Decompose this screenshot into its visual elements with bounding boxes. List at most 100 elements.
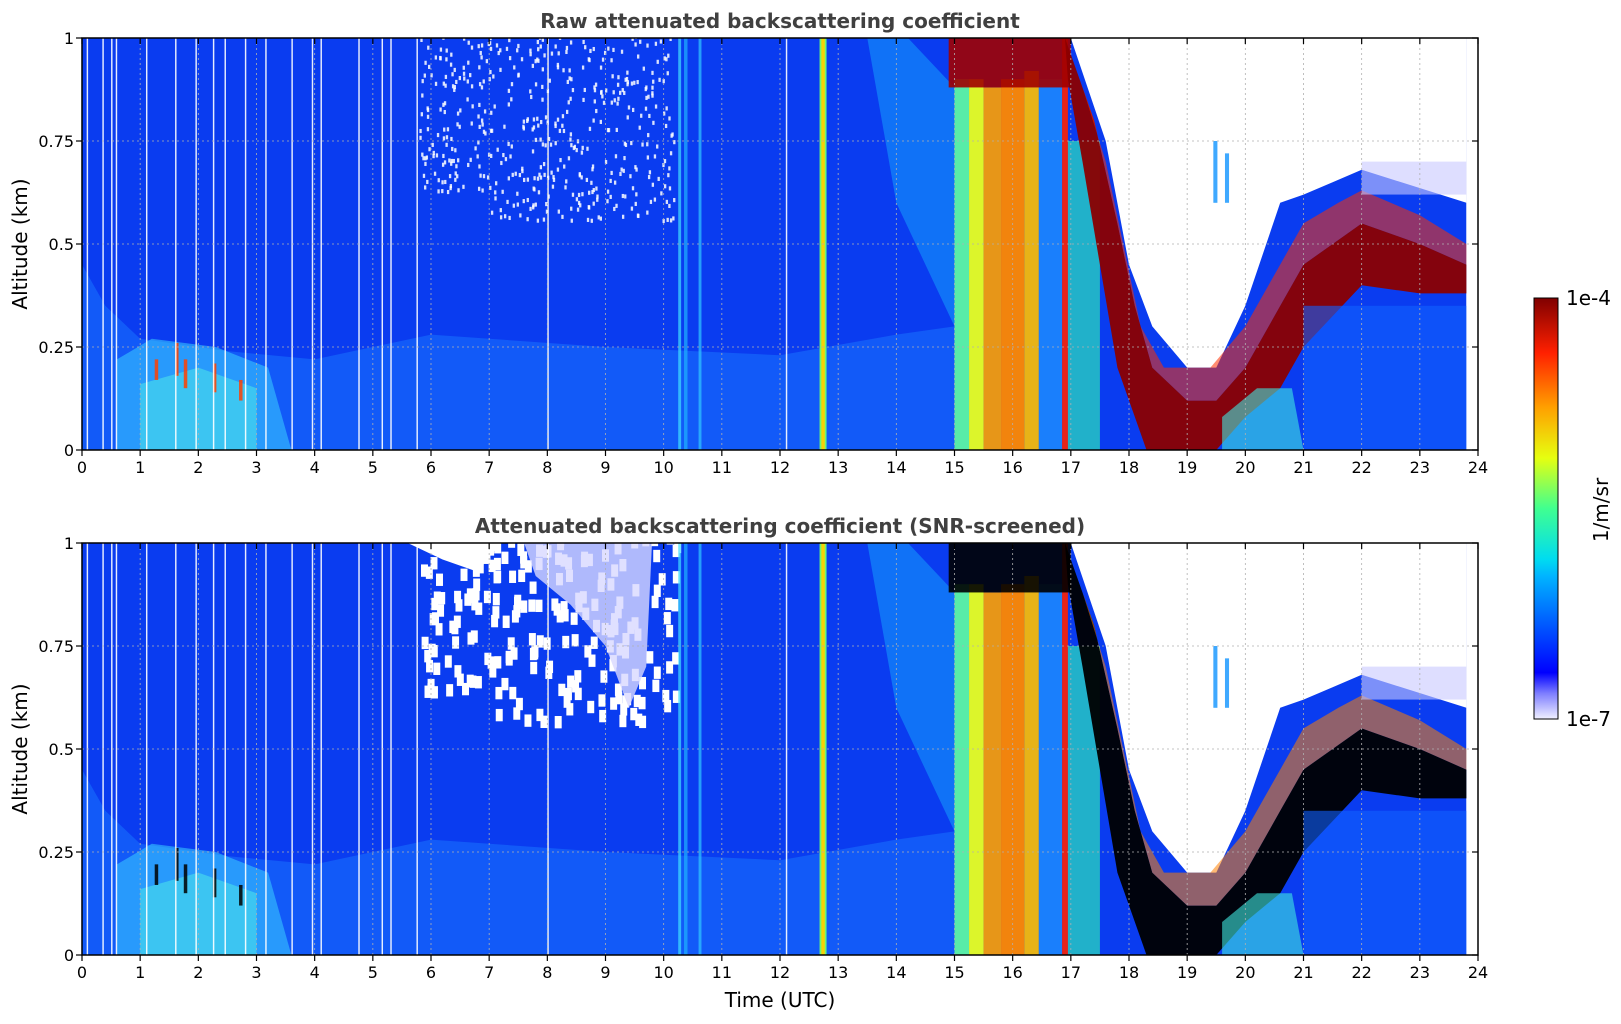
surface-layer (82, 264, 955, 450)
cloud-layer (1065, 543, 1467, 955)
noise-pixel (459, 108, 462, 113)
noise-pixel (432, 150, 435, 155)
hot-spot (239, 379, 243, 401)
noise-pixel (613, 180, 617, 185)
noise-pixel (548, 78, 551, 83)
x-tick-label: 16 (1002, 458, 1022, 477)
noise-pixel (631, 38, 634, 41)
noise-pixel (665, 597, 673, 611)
noise-pixel (444, 655, 452, 668)
noise-pixel (536, 116, 539, 121)
below-layer (1222, 388, 1304, 450)
cloud-column (969, 584, 984, 955)
noise-pixel (611, 74, 614, 79)
noise-pixel (541, 67, 544, 72)
hot-spot (212, 868, 217, 898)
panel-screened: Attenuated backscattering coefficient (S… (8, 514, 1488, 1012)
noise-pixel (524, 714, 532, 727)
noise-pixel (599, 119, 602, 124)
noise-pixel (434, 81, 438, 86)
noise-pixel (534, 137, 538, 142)
noise-pixel (598, 694, 606, 707)
x-tick-label: 6 (426, 458, 436, 477)
noise-pixel (574, 670, 582, 683)
noise-pixel (443, 101, 447, 106)
x-tick-label: 12 (770, 458, 790, 477)
x-tick-label: 6 (426, 963, 436, 982)
noise-pixel (520, 57, 524, 62)
noise-pixel (596, 194, 599, 199)
noise-pixel (508, 543, 516, 548)
data-gap (265, 38, 267, 450)
noise-pixel (587, 700, 595, 714)
noise-pixel (626, 82, 629, 87)
noise-pixel (592, 188, 595, 193)
noise-pixel (469, 157, 472, 162)
noise-pixel (462, 71, 466, 76)
noise-pixel (638, 125, 641, 130)
noise-pixel (490, 110, 493, 115)
noise-pixel (520, 551, 528, 564)
noise-pixel (561, 609, 569, 622)
noise-pixel (438, 592, 446, 605)
noise-pixel (607, 46, 610, 51)
noise-pixel (451, 72, 454, 77)
noise-pixel (533, 176, 536, 181)
noise-pixel (501, 189, 504, 194)
noise-pixel (477, 186, 481, 191)
noise-pixel (437, 604, 445, 617)
noise-pixel (489, 128, 493, 133)
noise-pixel (470, 84, 474, 89)
noise-pixel (512, 203, 515, 208)
noise-pixel (483, 590, 491, 604)
noise-pixel (651, 182, 655, 187)
noise-pixel (571, 192, 575, 197)
noise-pixel (455, 599, 463, 612)
noise-pixel (580, 175, 583, 180)
noise-pixel (630, 707, 638, 721)
x-tick-label: 1 (135, 458, 145, 477)
noise-pixel (545, 209, 549, 214)
noise-pixel (436, 132, 440, 138)
noise-pixel (581, 65, 585, 70)
noise-pixel (637, 54, 640, 59)
x-tick-label: 0 (77, 963, 87, 982)
noise-pixel (456, 122, 459, 127)
noise-pixel (610, 100, 613, 105)
noise-pixel (488, 41, 492, 46)
noise-pixel (615, 127, 618, 132)
noise-pixel (429, 612, 437, 626)
y-axis-label: Altitude (km) (8, 178, 32, 309)
cloud-top (948, 543, 1071, 593)
noise-pixel (495, 43, 499, 48)
data-gap (224, 543, 226, 955)
x-tick-label: 5 (368, 963, 378, 982)
noise-pixel (442, 102, 445, 107)
noise-pixel (529, 581, 537, 594)
data-gap (111, 38, 113, 450)
noise-pixel (450, 158, 453, 164)
noise-pixel (489, 38, 492, 41)
noise-pixel (539, 165, 543, 170)
noise-pixel (644, 106, 648, 111)
noise-pixel (454, 177, 457, 182)
noise-pixel (538, 38, 542, 40)
noise-pixel (634, 165, 637, 170)
noise-pixel (635, 713, 643, 726)
noise-pixel (587, 57, 590, 62)
noise-pixel (651, 595, 659, 609)
noise-pixel (558, 683, 566, 697)
noise-pixel (666, 217, 669, 222)
noise-pixel (572, 680, 580, 693)
noise-pixel (492, 592, 500, 606)
noise-pixel (638, 696, 646, 710)
noise-pixel (621, 214, 625, 219)
hot-spot (154, 359, 159, 380)
cloud-column (1062, 38, 1068, 450)
panel-title: Raw attenuated backscattering coefficien… (540, 9, 1020, 33)
noise-pixel (623, 156, 626, 161)
noise-pixel (565, 179, 568, 184)
noise-pixel (556, 62, 560, 67)
noise-pixel (570, 612, 578, 625)
noise-pixel (478, 65, 481, 70)
